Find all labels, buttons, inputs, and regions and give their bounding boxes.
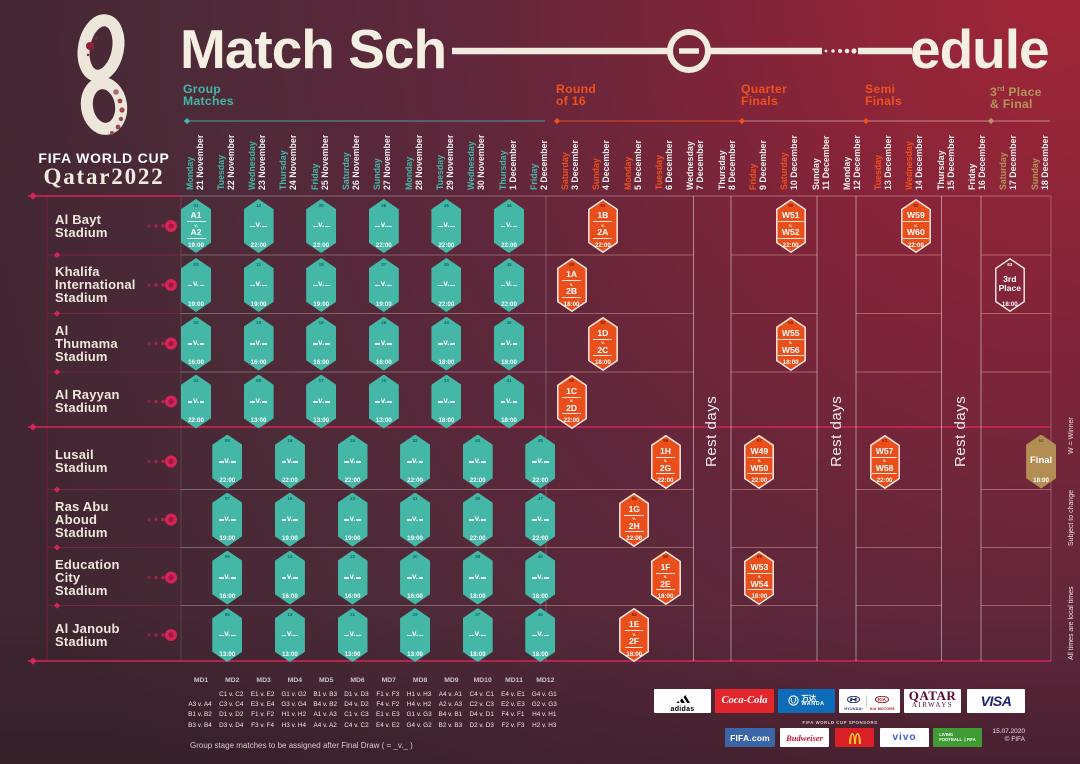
- svg-text:KIA: KIA: [878, 697, 887, 702]
